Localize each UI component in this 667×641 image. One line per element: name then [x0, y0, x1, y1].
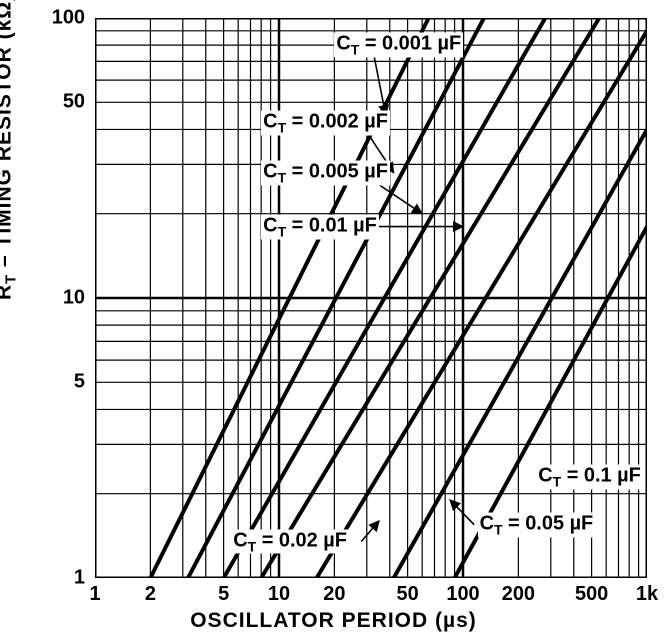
y-tick-label: 1 [74, 567, 85, 590]
y-tick-label: 5 [74, 371, 85, 394]
series-label: CT = 0.1 µF [536, 464, 643, 489]
x-tick-label: 200 [502, 583, 535, 606]
x-tick-label: 2 [145, 583, 156, 606]
plot-area: 1251020501002005001k151050100 CT = 0.001… [95, 18, 647, 578]
x-tick-label: 10 [268, 583, 290, 606]
x-axis-label: OSCILLATOR PERIOD (µs) [0, 609, 667, 633]
x-tick-label: 500 [575, 583, 608, 606]
plot-svg [95, 18, 647, 578]
chart-page: RT – TIMING RESISTOR (kΩ) OSCILLATOR PER… [0, 0, 667, 641]
x-tick-label: 5 [218, 583, 229, 606]
x-tick-label: 20 [323, 583, 345, 606]
series-label: CT = 0.02 µF [231, 529, 349, 554]
y-tick-label: 50 [63, 91, 85, 114]
x-tick-label: 50 [397, 583, 419, 606]
series-line [394, 129, 647, 578]
label-arrow [361, 521, 379, 542]
y-axis-label: RT – TIMING RESISTOR (kΩ) [0, 0, 20, 300]
series-label: CT = 0.002 µF [261, 111, 390, 136]
series-label: CT = 0.01 µF [261, 214, 379, 239]
series-label: CT = 0.05 µF [478, 512, 596, 537]
series-label: CT = 0.005 µF [261, 160, 390, 185]
x-tick-label: 1k [636, 583, 658, 606]
x-tick-label: 100 [446, 583, 479, 606]
y-tick-label: 100 [52, 7, 85, 30]
series-label: CT = 0.001 µF [334, 33, 463, 58]
y-tick-label: 10 [63, 287, 85, 310]
x-tick-label: 1 [89, 583, 100, 606]
